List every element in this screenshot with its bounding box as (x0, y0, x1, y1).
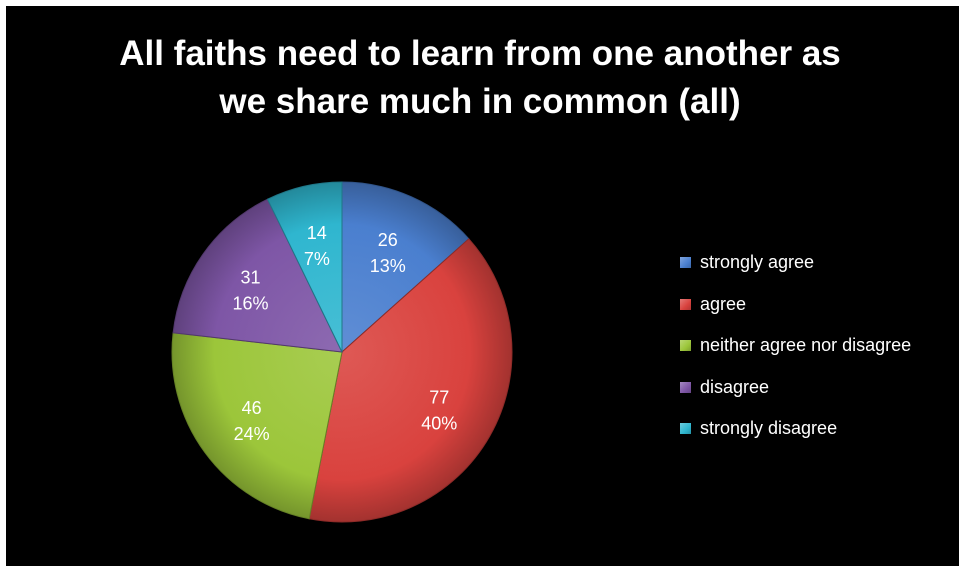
pie-slice-agree (308, 238, 513, 523)
legend-label: strongly disagree (700, 418, 838, 438)
legend-item-agree: agree (680, 292, 950, 334)
legend-item-strongly-agree: strongly agree (680, 250, 950, 292)
pie-slice-neither-agree-nor-disagree (171, 332, 343, 520)
legend-item-strongly-disagree: strongly disagree (680, 416, 950, 458)
data-label-value: 31 (241, 267, 261, 287)
legend-item-disagree: disagree (680, 375, 950, 417)
data-label-value: 14 (307, 223, 327, 243)
chart-title-line-2: we share much in common (all) (219, 82, 741, 121)
legend: strongly agree agree neither agree nor d… (680, 250, 950, 458)
chart-title: All faiths need to learn from one anothe… (60, 30, 900, 126)
data-label-percent: 7% (304, 249, 330, 269)
data-label-percent: 24% (234, 424, 270, 444)
legend-label: neither agree nor disagree (700, 335, 912, 355)
pie-slices (171, 181, 513, 523)
legend-swatch (680, 257, 691, 268)
pie-slice-strongly-agree (341, 181, 470, 354)
legend-label: strongly agree (700, 252, 815, 272)
data-label-value: 26 (378, 230, 398, 250)
pie-slice-strongly-disagree (266, 181, 343, 353)
pie-data-labels: 26 13% 77 40% 46 24% 31 16% 14 7% (233, 223, 458, 444)
legend-label: disagree (700, 376, 770, 397)
legend-swatch (680, 423, 691, 434)
legend-swatch (680, 381, 691, 393)
data-label-percent: 13% (370, 256, 406, 276)
legend-swatch (680, 340, 691, 351)
data-label-value: 46 (242, 398, 262, 418)
pie-slice-disagree (172, 198, 343, 353)
legend-swatch (680, 298, 691, 310)
legend-label: agree (700, 293, 747, 314)
data-label-percent: 40% (421, 413, 457, 433)
legend-item-neither-agree-nor-disagree: neither agree nor disagree (680, 333, 950, 375)
data-label-percent: 16% (233, 293, 269, 313)
data-label-value: 77 (429, 387, 449, 407)
chart-title-line-1: All faiths need to learn from one anothe… (119, 34, 841, 73)
